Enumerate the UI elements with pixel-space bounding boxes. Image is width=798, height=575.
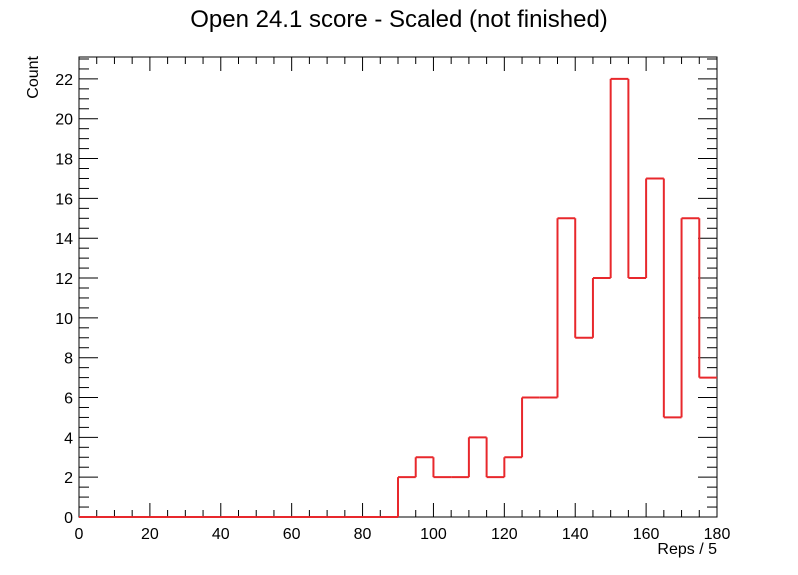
x-axis-label: Reps / 5 bbox=[657, 541, 717, 558]
x-tick-label: 120 bbox=[491, 526, 518, 543]
y-tick-label: 12 bbox=[55, 271, 73, 288]
y-tick-label: 2 bbox=[64, 470, 73, 487]
x-tick-label: 20 bbox=[141, 526, 159, 543]
x-tick-label: 60 bbox=[283, 526, 301, 543]
x-tick-label: 0 bbox=[75, 526, 84, 543]
chart-title: Open 24.1 score - Scaled (not finished) bbox=[190, 6, 608, 33]
y-tick-label: 4 bbox=[64, 430, 73, 447]
y-axis-label: Count bbox=[25, 55, 42, 98]
x-tick-label: 180 bbox=[704, 526, 731, 543]
y-tick-label: 0 bbox=[64, 510, 73, 527]
y-tick-label: 22 bbox=[55, 72, 73, 89]
y-tick-label: 6 bbox=[64, 391, 73, 408]
y-tick-label: 8 bbox=[64, 351, 73, 368]
y-tick-label: 10 bbox=[55, 311, 73, 328]
y-tick-label: 14 bbox=[55, 231, 73, 248]
x-tick-label: 80 bbox=[354, 526, 372, 543]
x-tick-label: 40 bbox=[212, 526, 230, 543]
x-tick-label: 140 bbox=[562, 526, 589, 543]
plot-frame bbox=[78, 56, 718, 518]
plot-area: 0 20 40 60 80 100 120 140 160 180 0 2 4 6 8 10 12 14 16 18 2… bbox=[55, 56, 731, 543]
x-tick-label: 160 bbox=[633, 526, 660, 543]
y-tick-label: 18 bbox=[55, 152, 73, 169]
y-tick-label: 16 bbox=[55, 191, 73, 208]
y-tick-label: 20 bbox=[55, 112, 73, 129]
x-tick-label: 100 bbox=[420, 526, 447, 543]
